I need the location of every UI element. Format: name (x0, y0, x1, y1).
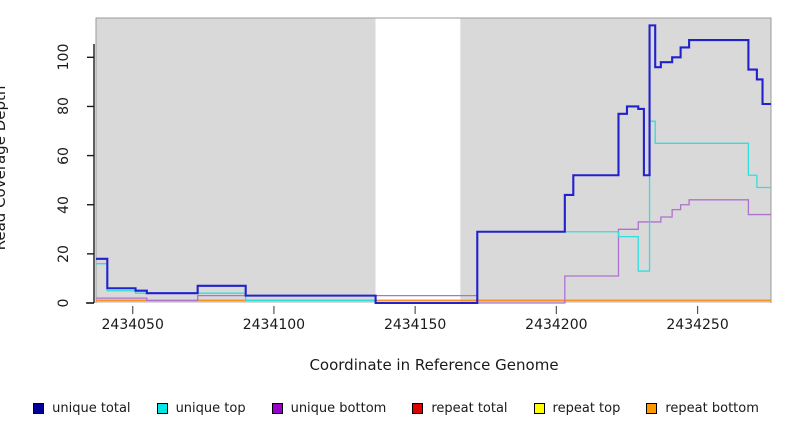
legend-swatch-icon (33, 402, 45, 414)
x-tick-label: 2434200 (525, 317, 588, 333)
x-tick-label: 2434150 (383, 317, 447, 333)
legend-label: repeat top (552, 400, 621, 416)
series-line-unique-total (96, 24, 771, 305)
x-tick-label: 2434050 (101, 317, 164, 333)
legend-item: unique top (156, 400, 246, 416)
legend-swatch-icon (156, 402, 168, 414)
legend-label: repeat bottom (665, 400, 759, 416)
y-tick-label: 20 (56, 244, 72, 263)
legend-label: unique top (175, 400, 246, 416)
legend-label: unique bottom (290, 400, 387, 416)
x-axis-title: Coordinate in Reference Genome (309, 356, 559, 374)
y-tick-label: 0 (56, 298, 72, 308)
legend-label: unique total (52, 400, 131, 416)
x-tick-label: 2434100 (242, 317, 306, 333)
legend-swatch-icon (271, 402, 283, 414)
legend-swatch-icon (412, 402, 424, 414)
legend-item: repeat top (533, 400, 621, 416)
repeat-region-left (96, 18, 376, 303)
chart-legend: unique total unique top unique bottom repea… (0, 396, 792, 420)
legend-swatch-icon (533, 402, 545, 414)
y-tick-label: 80 (56, 97, 72, 116)
y-tick-label: 100 (56, 43, 72, 71)
y-tick-label: 40 (56, 195, 72, 214)
series-line-unique-bottom (96, 199, 771, 304)
plot-frame (95, 17, 772, 303)
y-tick-label: 60 (56, 146, 72, 165)
legend-item: repeat bottom (646, 401, 759, 416)
gap-region (375, 18, 461, 303)
legend-item: unique total (33, 400, 131, 416)
legend-swatch-icon (646, 402, 658, 414)
legend-item: unique bottom (271, 400, 387, 416)
repeat-region-right (460, 18, 771, 303)
x-tick-label: 2434250 (666, 317, 729, 333)
legend-item: repeat total (412, 400, 508, 416)
legend-label: repeat total (431, 400, 508, 416)
